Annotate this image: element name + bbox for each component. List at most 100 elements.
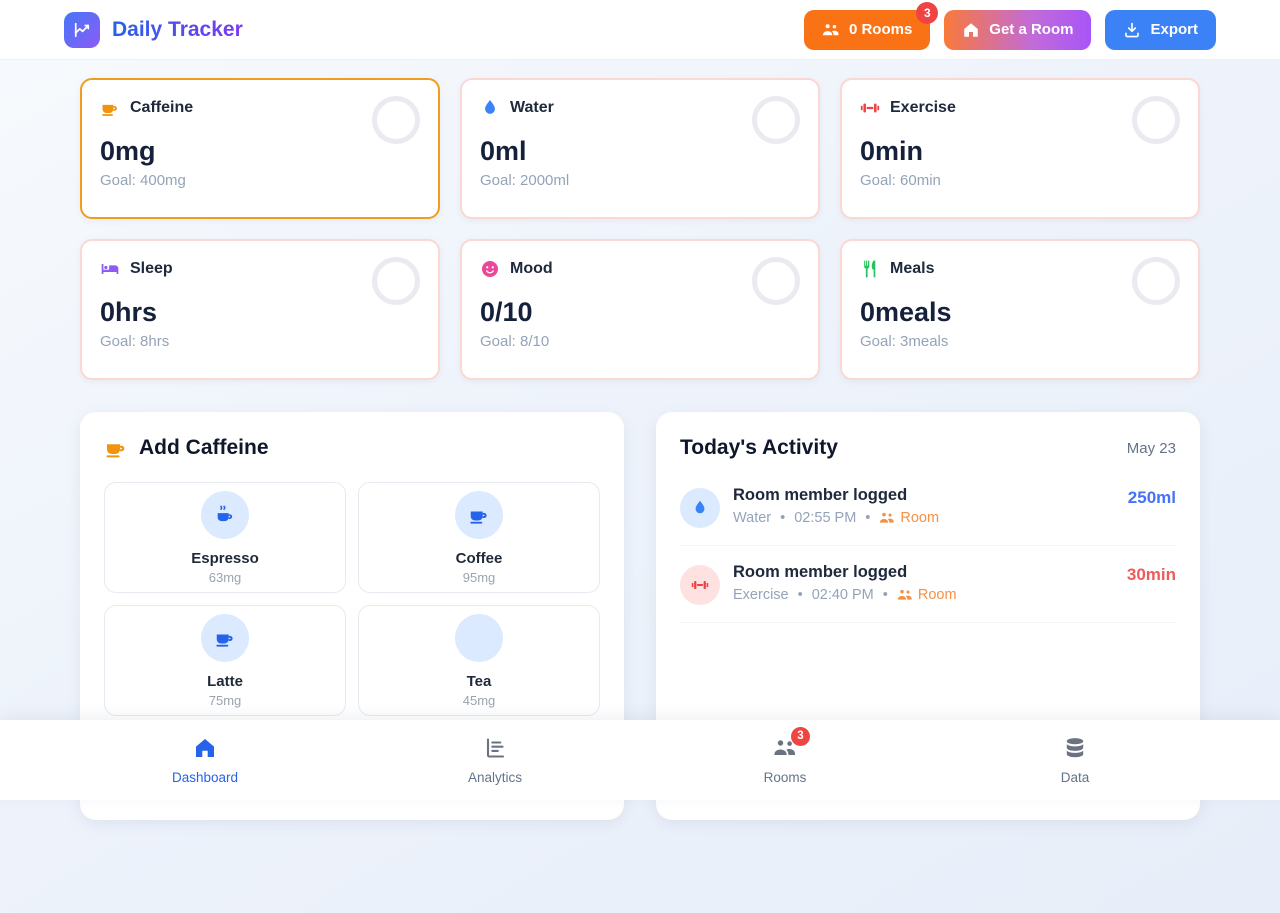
progress-ring: [752, 96, 800, 144]
option-name: Tea: [466, 672, 492, 690]
nav-label: Rooms: [763, 769, 807, 785]
progress-ring: [752, 257, 800, 305]
option-amount: 75mg: [208, 692, 242, 708]
droplet-icon: [680, 488, 720, 528]
users-icon: [822, 23, 839, 35]
bar-chart-icon: [486, 737, 505, 758]
progress-ring: [372, 257, 420, 305]
main-content: Caffeine 0mg Goal: 400mg Water 0ml Goal:…: [0, 60, 1280, 820]
activity-type: Water: [733, 510, 772, 526]
stat-goal: Goal: 2000ml: [480, 172, 570, 189]
lower-panels: Add Caffeine Espresso 63mg Co: [80, 412, 1200, 820]
stat-card-mood[interactable]: Mood 0/10 Goal: 8/10: [460, 239, 820, 380]
export-label: Export: [1150, 21, 1198, 38]
stat-card-sleep[interactable]: Sleep 0hrs Goal: 8hrs: [80, 239, 440, 380]
caffeine-option-tea[interactable]: Tea 45mg: [358, 605, 600, 716]
nav-item-analytics[interactable]: Analytics: [350, 720, 640, 800]
home-icon: [964, 22, 979, 37]
rooms-nav-badge: 3: [791, 726, 810, 746]
meta-separator: •: [865, 510, 871, 526]
stat-value: 0mg: [100, 136, 156, 166]
stat-value: 0hrs: [100, 297, 158, 327]
utensils-icon: [864, 260, 876, 278]
caffeine-options-grid: Espresso 63mg Coffee 95mg: [104, 482, 600, 716]
brand: Daily Tracker: [64, 11, 243, 48]
stat-card-exercise[interactable]: Exercise 0min Goal: 60min: [840, 78, 1200, 219]
stat-value: 0meals: [860, 297, 952, 327]
get-a-room-label: Get a Room: [989, 21, 1074, 38]
stat-label: Exercise: [890, 99, 956, 116]
activity-item-title: Room member logged: [733, 563, 908, 581]
meta-separator: •: [797, 587, 803, 603]
export-button[interactable]: Export: [1105, 9, 1216, 50]
app-header: Daily Tracker 0 Rooms 3 Get a Room Expor…: [0, 0, 1280, 60]
option-name: Latte: [207, 672, 243, 690]
meta-separator: •: [780, 510, 786, 526]
stat-card-meals[interactable]: Meals 0meals Goal: 3meals: [840, 239, 1200, 380]
activity-time: 02:55 PM: [794, 510, 857, 526]
home-icon: [196, 738, 214, 757]
stat-goal: Goal: 60min: [860, 172, 941, 189]
caffeine-option-latte[interactable]: Latte 75mg: [104, 605, 346, 716]
activity-title: Today's Activity: [680, 436, 838, 459]
nav-item-data[interactable]: Data: [930, 720, 1220, 800]
coffee-cup-icon: [455, 490, 503, 539]
smiley-icon: [481, 260, 499, 278]
stat-label: Mood: [510, 260, 553, 277]
droplet-icon: [485, 100, 495, 114]
rooms-count-label: 0 Rooms: [848, 21, 913, 38]
option-name: Coffee: [455, 549, 503, 567]
option-name: Espresso: [191, 549, 259, 567]
coffee-steam-icon: [201, 490, 249, 539]
add-caffeine-title: Add Caffeine: [139, 436, 269, 459]
get-a-room-button[interactable]: Get a Room: [944, 9, 1092, 50]
option-amount: 45mg: [462, 692, 496, 708]
rooms-count-button[interactable]: 0 Rooms 3: [803, 1, 939, 50]
nav-item-dashboard[interactable]: Dashboard: [60, 720, 350, 800]
database-icon: [1066, 737, 1084, 757]
rooms-count-badge: 3: [916, 1, 939, 24]
stat-card-caffeine[interactable]: Caffeine 0mg Goal: 400mg: [80, 78, 440, 219]
activity-item-meta: Water • 02:55 PM • Room: [733, 510, 1115, 526]
activity-amount: 30min: [1126, 565, 1176, 584]
activity-amount: 250ml: [1127, 488, 1176, 507]
stat-value: 0ml: [480, 136, 527, 166]
stat-card-water[interactable]: Water 0ml Goal: 2000ml: [460, 78, 820, 219]
blank-circle-icon: [455, 613, 503, 662]
activity-list: Room member logged Water • 02:55 PM • Ro…: [680, 486, 1176, 623]
bed-icon: [101, 264, 119, 274]
nav-label: Analytics: [467, 769, 523, 785]
nav-label: Data: [1060, 769, 1090, 785]
stat-label: Caffeine: [130, 99, 194, 116]
activity-date: May 23: [1126, 439, 1176, 457]
add-caffeine-panel: Add Caffeine Espresso 63mg Co: [80, 412, 624, 820]
stat-value: 0/10: [480, 297, 533, 327]
caffeine-option-espresso[interactable]: Espresso 63mg: [104, 482, 346, 593]
option-amount: 95mg: [462, 569, 496, 585]
activity-item-meta: Exercise • 02:40 PM • Room: [733, 587, 1114, 603]
option-amount: 63mg: [208, 569, 242, 585]
meta-separator: •: [882, 587, 888, 603]
activity-type: Exercise: [733, 587, 789, 603]
stats-grid: Caffeine 0mg Goal: 400mg Water 0ml Goal:…: [80, 78, 1200, 380]
caffeine-option-coffee[interactable]: Coffee 95mg: [358, 482, 600, 593]
stat-goal: Goal: 400mg: [100, 172, 186, 189]
stat-label: Sleep: [130, 260, 173, 277]
app-title: Daily Tracker: [112, 17, 243, 41]
progress-ring: [1132, 96, 1180, 144]
activity-item-exercise: Room member logged Exercise • 02:40 PM •…: [680, 563, 1176, 623]
coffee-icon: [102, 104, 117, 116]
activity-item-water: Room member logged Water • 02:55 PM • Ro…: [680, 486, 1176, 546]
app-logo-trend-icon: [64, 11, 100, 48]
stat-label: Water: [510, 99, 554, 116]
activity-item-title: Room member logged: [733, 486, 908, 504]
nav-item-rooms[interactable]: 3 Rooms: [640, 720, 930, 800]
stat-value: 0min: [860, 136, 924, 166]
header-actions: 0 Rooms 3 Get a Room Export: [803, 1, 1216, 50]
activity-room-label: Room: [900, 510, 940, 526]
activity-room-label: Room: [917, 587, 957, 603]
dumbbell-icon: [860, 103, 880, 113]
nav-label: Dashboard: [171, 769, 239, 785]
activity-room-tag: Room: [879, 510, 939, 526]
